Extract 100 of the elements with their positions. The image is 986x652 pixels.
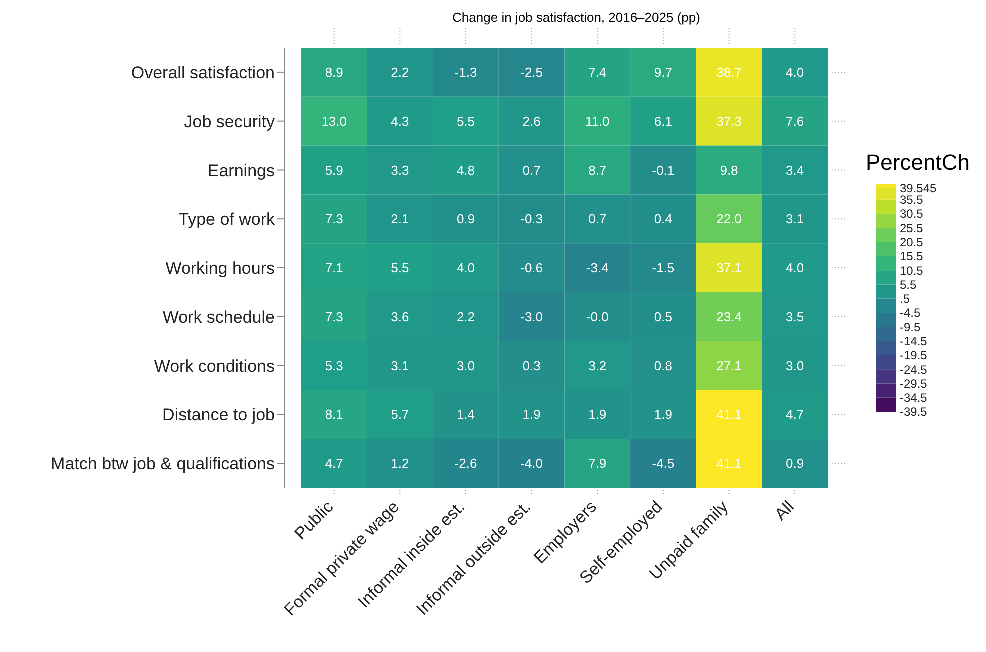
data-label: 4.0 xyxy=(456,260,476,276)
data-label: 41.1 xyxy=(716,456,742,472)
data-label: 2.6 xyxy=(522,114,541,129)
data-label: 3.1 xyxy=(391,358,410,374)
data-label: 41.1 xyxy=(716,407,742,422)
data-label: 5.7 xyxy=(391,407,410,422)
data-label: 7.6 xyxy=(786,114,804,129)
data-label: 8.7 xyxy=(588,162,607,178)
color-bar-label: -19.5 xyxy=(900,348,928,363)
data-label: 8.9 xyxy=(325,64,344,80)
data-label: 37.1 xyxy=(716,260,742,276)
data-label: 4.0 xyxy=(786,64,804,80)
color-bar-label: 25.5 xyxy=(900,221,924,236)
data-label: 13.0 xyxy=(322,114,348,129)
color-bar-label: 30.5 xyxy=(900,207,924,222)
y-tick-label: Work conditions xyxy=(154,356,275,376)
color-bar-label: .5 xyxy=(900,292,910,306)
data-label: 7.3 xyxy=(325,309,344,324)
data-label: -4.0 xyxy=(520,456,544,472)
y-tick-label: Overall satisfaction xyxy=(131,63,275,82)
data-label: 7.1 xyxy=(325,260,344,276)
y-tick-label: Working hours xyxy=(166,259,275,278)
data-label: 3.0 xyxy=(786,358,804,374)
color-bar-label: 20.5 xyxy=(900,235,924,250)
data-label: 6.1 xyxy=(654,114,672,129)
data-label: -4.5 xyxy=(652,456,675,472)
data-label: -1.3 xyxy=(454,64,478,80)
data-label: 2.2 xyxy=(391,64,410,80)
data-label: 0.3 xyxy=(522,358,541,374)
data-label: 7.3 xyxy=(325,212,344,227)
data-label: 0.7 xyxy=(588,212,607,227)
data-label: 3.3 xyxy=(391,162,410,178)
color-bar-label: 10.5 xyxy=(900,264,924,278)
data-label: 7.9 xyxy=(588,456,607,472)
data-label: 27.1 xyxy=(716,358,742,374)
color-bar-label: -14.5 xyxy=(900,334,928,348)
data-label: 3.4 xyxy=(786,162,804,178)
data-label: 4.8 xyxy=(456,162,476,178)
legend-title: PercentCh xyxy=(866,150,970,176)
y-tick-label: Type of work xyxy=(178,210,276,230)
data-label: 1.9 xyxy=(588,407,607,422)
data-label: -3.4 xyxy=(586,260,609,276)
color-bar-label: 5.5 xyxy=(900,278,918,292)
data-label: 7.4 xyxy=(588,64,607,80)
data-label: 2.1 xyxy=(391,212,410,227)
data-label: 3.1 xyxy=(786,212,804,227)
data-label: 11.0 xyxy=(585,114,610,129)
data-label: 5.5 xyxy=(456,114,476,129)
data-label: 2.2 xyxy=(456,309,476,324)
data-label: 3.6 xyxy=(391,309,410,324)
data-label: -0.3 xyxy=(520,212,544,227)
y-tick-label: Job security xyxy=(184,112,276,132)
data-label: -2.6 xyxy=(454,456,478,472)
color-bar-label: -4.5 xyxy=(900,306,922,320)
data-label: -1.5 xyxy=(652,260,675,276)
data-label: 4.7 xyxy=(786,407,804,422)
data-label: 5.3 xyxy=(325,358,344,374)
data-label: 0.4 xyxy=(654,212,672,227)
data-label: 1.9 xyxy=(654,407,672,422)
data-label: 0.8 xyxy=(654,358,672,374)
color-bar-label: -29.5 xyxy=(900,376,928,391)
color-bar-label: -39.5 xyxy=(900,405,928,420)
color-bar-label: -9.5 xyxy=(900,320,922,334)
data-label: 9.8 xyxy=(720,162,738,178)
data-label: 4.7 xyxy=(325,456,344,472)
data-label: 1.9 xyxy=(522,407,541,422)
data-label: -0.6 xyxy=(520,260,544,276)
data-label: 0.9 xyxy=(786,456,804,472)
color-bar-label: 35.5 xyxy=(900,193,924,208)
data-label: 3.0 xyxy=(456,358,476,374)
y-tick-label: Earnings xyxy=(208,161,275,180)
data-label: -2.5 xyxy=(520,64,544,80)
data-label: 0.9 xyxy=(456,212,476,227)
data-label: 3.5 xyxy=(786,309,804,324)
data-label: 22.0 xyxy=(716,212,742,227)
data-label: 5.5 xyxy=(391,260,410,276)
x-tick-label: All xyxy=(771,497,798,524)
data-label: 38.7 xyxy=(716,64,742,80)
chart-title: Change in job satisfaction, 2016–2025 (pp) xyxy=(452,10,702,25)
data-label: 4.3 xyxy=(391,114,410,129)
data-label: 23.4 xyxy=(716,309,742,324)
data-label: 9.7 xyxy=(654,64,672,80)
color-bar-label: -24.5 xyxy=(900,362,928,377)
data-label: 3.2 xyxy=(588,358,607,374)
data-label: 8.1 xyxy=(325,407,344,422)
y-tick-label: Distance to job xyxy=(162,406,275,425)
color-bar-label: -34.5 xyxy=(900,391,928,406)
data-label: 1.2 xyxy=(391,456,410,472)
data-label: 5.9 xyxy=(325,162,344,178)
color-bar-label: 15.5 xyxy=(900,250,924,264)
data-label: -0.0 xyxy=(586,309,609,324)
data-label: 37.3 xyxy=(716,114,742,129)
color-bar-label: 39.545 xyxy=(900,182,938,196)
data-label: -3.0 xyxy=(520,309,544,324)
y-tick-label: Work schedule xyxy=(162,308,275,327)
y-tick-label: Match btw job & qualifications xyxy=(51,454,275,474)
data-label: 0.5 xyxy=(654,309,672,324)
data-label: 0.7 xyxy=(522,162,541,178)
data-label: 4.0 xyxy=(786,260,804,276)
data-label: 1.4 xyxy=(456,407,476,422)
